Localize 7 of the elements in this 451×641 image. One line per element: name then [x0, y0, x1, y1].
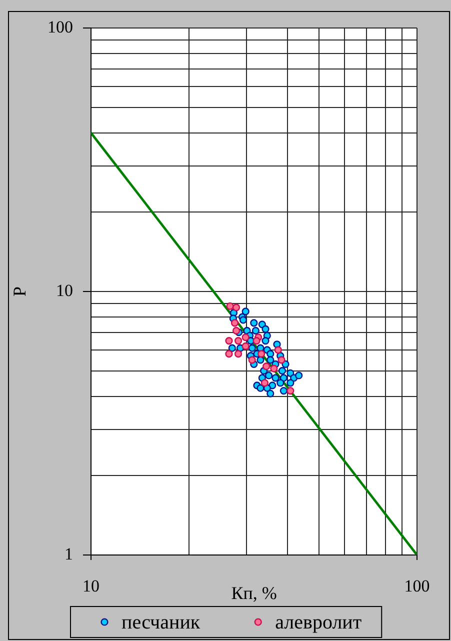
- y-axis-title: P: [10, 286, 30, 297]
- x-axis-title: Кп, %: [231, 582, 277, 603]
- legend-label: алевролит: [275, 611, 362, 634]
- y-tick-label: 10: [56, 280, 73, 300]
- y-tick-label: 1: [64, 544, 73, 564]
- legend-label: песчаник: [122, 611, 200, 634]
- y-tick-label: 100: [48, 17, 73, 36]
